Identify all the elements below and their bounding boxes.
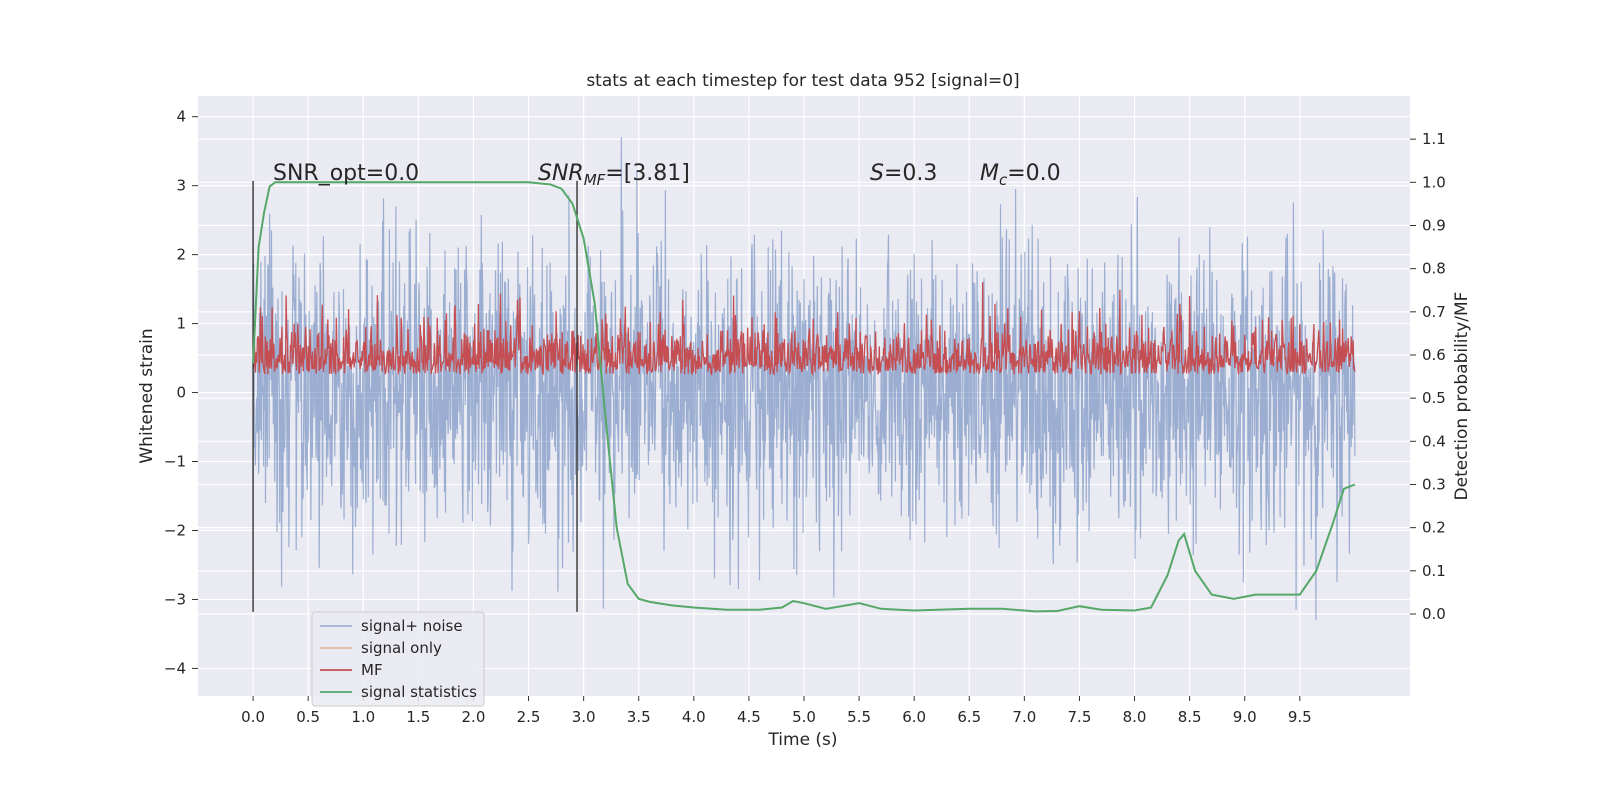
y-tick-label-2: −2 bbox=[164, 521, 186, 539]
x-tick-label-17: 8.5 bbox=[1178, 708, 1202, 726]
x-tick-label-1: 0.5 bbox=[296, 708, 320, 726]
x-tick-label-18: 9.0 bbox=[1233, 708, 1257, 726]
y-tick-label-0: −4 bbox=[164, 659, 186, 677]
mc-sub: c bbox=[999, 171, 1008, 189]
y-axis-label: Whitened strain bbox=[137, 328, 157, 463]
snr-mf-value: =[3.81] bbox=[605, 161, 690, 186]
x-tick-label-5: 2.5 bbox=[517, 708, 541, 726]
y-tick-label-5: 1 bbox=[176, 315, 186, 333]
y-tick-label-8: 4 bbox=[176, 108, 186, 126]
legend-box bbox=[311, 611, 485, 707]
y2-axis-ticks: 0.0 0.1 0.2 0.3 0.4 0.5 0.6 0.7 0.8 0.9 1.0 1.1 bbox=[1410, 130, 1446, 623]
vertical-markers bbox=[252, 180, 578, 612]
y2-tick-label-11: 1.1 bbox=[1422, 130, 1446, 148]
snr-mf-sub: MF bbox=[584, 171, 606, 189]
x-tick-label-8: 4.0 bbox=[682, 708, 706, 726]
y2-tick-label-10: 1.0 bbox=[1422, 173, 1446, 191]
x-tick-label-12: 6.0 bbox=[902, 708, 926, 726]
y-tick-label-4: 0 bbox=[176, 384, 186, 402]
snr-mf-base: SNR bbox=[538, 161, 584, 186]
x-axis-ticks: 0.0 0.5 1.0 1.5 2.0 2.5 3.0 3.5 4.0 4.5 5.0 5.5 6.0 6… bbox=[241, 696, 1312, 726]
snr-mf-annotation: SNRMF=[3.81] bbox=[538, 161, 690, 189]
y-axis-ticks: −4 −3 −2 −1 0 1 2 3 4 bbox=[164, 108, 198, 677]
x-tick-label-10: 5.0 bbox=[792, 708, 816, 726]
x-tick-label-7: 3.5 bbox=[627, 708, 651, 726]
s-annotation: S=0.3 bbox=[870, 161, 937, 186]
legend: signal+ noise signal only MF signal stat… bbox=[311, 611, 485, 707]
y-tick-label-7: 3 bbox=[176, 177, 186, 195]
y-tick-label-3: −1 bbox=[164, 453, 186, 471]
signal-statistics-line bbox=[252, 181, 1356, 613]
legend-label-signal-statistics: signal statistics bbox=[361, 683, 477, 701]
y2-tick-label-6: 0.6 bbox=[1422, 346, 1446, 364]
x-tick-label-13: 6.5 bbox=[957, 708, 981, 726]
mf-line bbox=[252, 282, 1356, 376]
y2-tick-label-4: 0.4 bbox=[1422, 432, 1446, 450]
y2-tick-label-8: 0.8 bbox=[1422, 260, 1446, 278]
x-tick-label-19: 9.5 bbox=[1288, 708, 1312, 726]
legend-label-signal-only: signal only bbox=[361, 639, 442, 657]
x-tick-label-9: 4.5 bbox=[737, 708, 761, 726]
x-tick-label-0: 0.0 bbox=[241, 708, 265, 726]
x-tick-label-4: 2.0 bbox=[462, 708, 486, 726]
y2-tick-label-1: 0.1 bbox=[1422, 562, 1446, 580]
y2-tick-label-9: 0.9 bbox=[1422, 216, 1446, 234]
y2-axis-label: Detection probability/MF bbox=[1452, 292, 1472, 501]
x-tick-label-6: 3.0 bbox=[572, 708, 596, 726]
x-tick-label-14: 7.0 bbox=[1012, 708, 1036, 726]
y-tick-label-6: 2 bbox=[176, 246, 186, 264]
y2-tick-label-5: 0.5 bbox=[1422, 389, 1446, 407]
x-axis-label: Time (s) bbox=[767, 730, 837, 750]
signal-statistics-series bbox=[252, 181, 1356, 613]
mf-series bbox=[252, 282, 1356, 376]
x-tick-label-11: 5.5 bbox=[847, 708, 871, 726]
y2-tick-label-3: 0.3 bbox=[1422, 475, 1446, 493]
s-label: S bbox=[870, 161, 884, 186]
y2-tick-label-7: 0.7 bbox=[1422, 303, 1446, 321]
mc-value: =0.0 bbox=[1007, 161, 1060, 186]
y2-tick-label-2: 0.2 bbox=[1422, 519, 1446, 537]
y-tick-label-1: −3 bbox=[164, 590, 186, 608]
s-value: =0.3 bbox=[884, 161, 937, 186]
x-tick-label-15: 7.5 bbox=[1068, 708, 1092, 726]
signal-noise-line bbox=[252, 137, 1356, 621]
legend-label-signal-noise: signal+ noise bbox=[361, 617, 463, 635]
snr-opt-annotation: SNR_opt=0.0 bbox=[273, 161, 419, 186]
legend-label-mf: MF bbox=[361, 661, 383, 679]
x-tick-label-2: 1.0 bbox=[351, 708, 375, 726]
chart-title: stats at each timestep for test data 952… bbox=[586, 71, 1019, 91]
x-tick-label-16: 8.0 bbox=[1123, 708, 1147, 726]
mc-label: M bbox=[980, 161, 999, 186]
mc-annotation: Mc=0.0 bbox=[980, 161, 1061, 189]
y2-tick-label-0: 0.0 bbox=[1422, 605, 1446, 623]
signal-noise-series bbox=[252, 137, 1356, 621]
x-tick-label-3: 1.5 bbox=[406, 708, 430, 726]
